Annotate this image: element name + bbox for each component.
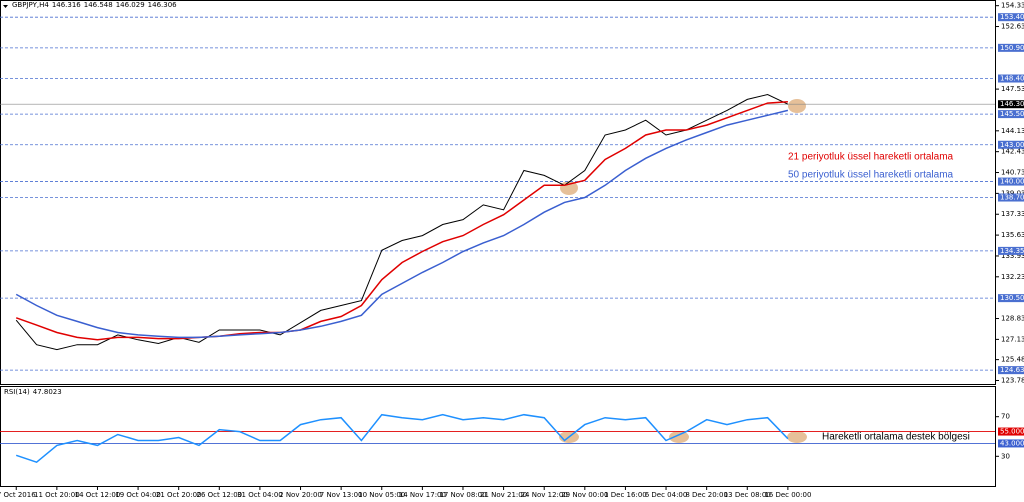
x-tick-label: 29 Nov 00:00 bbox=[561, 491, 608, 499]
y-tick-label: 142.437 bbox=[1001, 148, 1024, 156]
level-label-box bbox=[998, 110, 1024, 119]
level-label-box bbox=[998, 246, 1024, 255]
header-name: RSI(14) bbox=[4, 388, 30, 396]
x-tick-label: 26 Oct 12:00 bbox=[196, 491, 242, 499]
x-tick-label: 1 Dec 16:00 bbox=[604, 491, 647, 499]
level-label: 145.500 bbox=[1000, 110, 1024, 118]
series-line bbox=[15, 93, 789, 351]
last-price-box bbox=[998, 100, 1024, 109]
annotation: 21 periyotluk üssel hareketli ortalama bbox=[788, 152, 954, 163]
y-tick-label: 144.137 bbox=[1001, 127, 1024, 135]
level-label-box bbox=[998, 193, 1024, 202]
x-tick-label: 21 Nov 21:00 bbox=[480, 491, 527, 499]
header-open: 146.316 bbox=[52, 1, 81, 9]
last-price-label: 146.306 bbox=[1000, 100, 1024, 108]
panel-header: RSI(14) 47.8023 bbox=[4, 388, 62, 396]
level-label-box bbox=[998, 43, 1024, 52]
level-label-box bbox=[998, 140, 1024, 149]
annotation: 50 periyotluk üssel hareketli ortalama bbox=[788, 170, 954, 181]
main-frame bbox=[0, 0, 996, 385]
level-label: 43.0000 bbox=[1000, 439, 1024, 447]
y-tick-label: 147.537 bbox=[1001, 85, 1024, 93]
panel-header: GBPJPY,H4 146.316 146.548 146.029 146.306 bbox=[12, 1, 177, 9]
x-tick-label: 11 Oct 20:00 bbox=[34, 491, 80, 499]
menu-icon[interactable] bbox=[3, 5, 8, 8]
header-close: 146.306 bbox=[148, 1, 177, 9]
level-label: 153.400 bbox=[1000, 13, 1024, 21]
x-tick-label: 21 Oct 20:00 bbox=[156, 491, 202, 499]
x-tick-label: 8 Dec 20:00 bbox=[685, 491, 728, 499]
header-value: 47.8023 bbox=[33, 388, 62, 396]
y-tick-label: 128.837 bbox=[1001, 315, 1024, 323]
y-tick-label: 139.037 bbox=[1001, 189, 1024, 197]
level-label: 55.0000 bbox=[1000, 428, 1024, 436]
level-label: 150.900 bbox=[1000, 44, 1024, 52]
highlight bbox=[788, 99, 806, 113]
y-tick-label: 152.637 bbox=[1001, 23, 1024, 31]
y-tick-label: 30 bbox=[1001, 452, 1010, 460]
level-label-box bbox=[998, 177, 1024, 186]
x-tick-label: 24 Nov 12:00 bbox=[521, 491, 568, 499]
level-label: 143.000 bbox=[1000, 141, 1024, 149]
highlight bbox=[787, 431, 807, 443]
header-high: 146.548 bbox=[84, 1, 113, 9]
y-tick-label: 70 bbox=[1001, 413, 1010, 421]
y-tick-label: 125.487 bbox=[1001, 356, 1024, 364]
level-label: 134.350 bbox=[1000, 247, 1024, 255]
x-tick-label: 31 Oct 04:00 bbox=[237, 491, 283, 499]
level-label-box bbox=[998, 427, 1024, 436]
level-label: 148.400 bbox=[1000, 75, 1024, 83]
header-low: 146.029 bbox=[116, 1, 145, 9]
x-tick-label: 10 Nov 05:00 bbox=[358, 491, 405, 499]
level-label: 124.630 bbox=[1000, 366, 1024, 374]
level-label-box bbox=[998, 13, 1024, 22]
y-tick-label: 133.937 bbox=[1001, 252, 1024, 260]
series-line bbox=[15, 413, 789, 464]
series-line bbox=[15, 101, 788, 341]
level-label-box bbox=[998, 74, 1024, 83]
x-tick-label: 14 Oct 12:00 bbox=[75, 491, 121, 499]
level-label: 130.500 bbox=[1000, 294, 1024, 302]
x-tick-label: 6 Dec 04:00 bbox=[645, 491, 688, 499]
highlight bbox=[669, 431, 689, 443]
header-symbol: GBPJPY,H4 bbox=[12, 1, 49, 9]
x-tick-label: 14 Nov 17:00 bbox=[399, 491, 446, 499]
series-line bbox=[15, 109, 789, 339]
level-label: 138.700 bbox=[1000, 194, 1024, 202]
y-tick-label: 123.787 bbox=[1001, 376, 1024, 384]
y-tick-label: 154.337 bbox=[1001, 2, 1024, 10]
level-label-box bbox=[998, 366, 1024, 375]
x-tick-label: 13 Dec 08:00 bbox=[724, 491, 771, 499]
y-tick-label: 140.737 bbox=[1001, 169, 1024, 177]
x-tick-label: 7 Oct 2016 bbox=[0, 491, 36, 499]
level-label: 140.000 bbox=[1000, 178, 1024, 186]
y-tick-label: 127.137 bbox=[1001, 335, 1024, 343]
y-tick-label: 137.337 bbox=[1001, 210, 1024, 218]
level-label-box bbox=[998, 439, 1024, 448]
highlight bbox=[560, 181, 578, 195]
level-label-box bbox=[998, 294, 1024, 303]
annotation: Hareketli ortalama destek bölgesi bbox=[822, 432, 970, 443]
y-tick-label: 132.237 bbox=[1001, 273, 1024, 281]
rsi-frame bbox=[0, 386, 996, 487]
x-tick-label: 2 Nov 20:00 bbox=[279, 491, 322, 499]
x-tick-label: 17 Nov 08:00 bbox=[439, 491, 486, 499]
x-tick-label: 19 Oct 04:00 bbox=[115, 491, 161, 499]
x-tick-label: 7 Nov 13:00 bbox=[320, 491, 363, 499]
x-tick-label: 16 Dec 00:00 bbox=[764, 491, 811, 499]
y-tick-label: 135.637 bbox=[1001, 231, 1024, 239]
